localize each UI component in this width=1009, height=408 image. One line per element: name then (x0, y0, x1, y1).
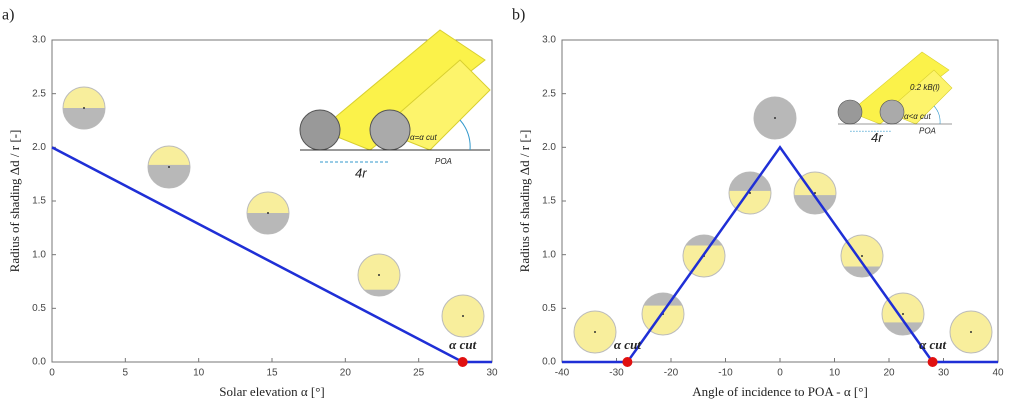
shade (247, 213, 289, 234)
x-axis-label: Angle of incidence to POA - α [°] (692, 384, 868, 399)
x-tick-label: 10 (829, 368, 841, 379)
x-tick-label: 20 (340, 368, 352, 379)
annotation: 4r (355, 165, 367, 180)
center-dot (970, 331, 972, 333)
y-tick-label: 2.0 (542, 142, 556, 153)
x-axis-label: Solar elevation α [°] (219, 384, 325, 399)
x-tick-label: -40 (555, 368, 570, 379)
y-tick-label: 3.0 (542, 35, 556, 46)
x-tick-label: 30 (938, 368, 950, 379)
x-tick-label: -10 (718, 368, 733, 379)
shade (148, 164, 190, 188)
x-tick-label: -20 (664, 368, 679, 379)
x-tick-label: -30 (609, 368, 624, 379)
x-tick-label: 10 (193, 368, 205, 379)
shade (882, 322, 924, 335)
shade (841, 266, 883, 277)
tube-end (837, 99, 863, 125)
data-line (51, 146, 492, 364)
cut-label: α cut (919, 337, 946, 352)
shade (358, 289, 400, 296)
tube-end (369, 109, 411, 151)
x-tick-label: 0 (49, 368, 55, 379)
y-axis-label: Radius of shading Δd / r [-] (517, 130, 532, 273)
panel-label: a) (2, 7, 14, 24)
tube-end (299, 109, 341, 151)
center-dot (378, 274, 380, 276)
center-dot (462, 315, 464, 317)
cut-marker (927, 357, 938, 367)
annotation: 0.2 kB(l) (910, 83, 940, 92)
shade (642, 293, 684, 306)
center-dot (749, 192, 751, 194)
inset: 4r POA α=α cut (299, 29, 491, 180)
x-tick-label: 15 (266, 368, 278, 379)
cut-marker (457, 357, 468, 367)
shade (683, 235, 725, 246)
x-tick-label: 5 (123, 368, 129, 379)
center-dot (774, 117, 776, 119)
y-tick-label: 1.0 (32, 249, 46, 260)
y-tick-label: 0.5 (32, 303, 46, 314)
center-dot (83, 107, 85, 109)
tube (319, 29, 486, 151)
y-tick-label: 2.5 (32, 88, 46, 99)
center-dot (902, 313, 904, 315)
cut-marker (622, 357, 633, 367)
y-tick-label: 2.0 (32, 142, 46, 153)
x-tick-label: 0 (777, 368, 783, 379)
angle-arc (459, 119, 471, 151)
annotation: POA (435, 157, 452, 166)
annotation: POA (919, 126, 936, 135)
angle-arc (933, 105, 941, 125)
annotation: α=α cut (410, 133, 437, 142)
cut-label: α cut (449, 337, 476, 352)
x-tick-label: 25 (413, 368, 425, 379)
y-tick-label: 0.5 (542, 303, 556, 314)
data-line (562, 145, 998, 364)
y-tick-label: 1.5 (542, 196, 556, 207)
tube (849, 51, 950, 125)
y-tick-label: 3.0 (32, 35, 46, 46)
y-axis-label: Radius of shading Δd / r [-] (7, 130, 22, 273)
y-tick-label: 0.0 (542, 357, 556, 368)
center-dot (814, 192, 816, 194)
x-tick-label: 30 (486, 368, 498, 379)
center-dot (594, 331, 596, 333)
inset: 4r POA α<α cut 0.2 kB(l) (837, 51, 953, 145)
cut-label: α cut (614, 337, 641, 352)
y-tick-label: 2.5 (542, 88, 556, 99)
x-tick-label: 20 (883, 368, 895, 379)
panel-label: b) (512, 7, 525, 24)
y-tick-label: 1.0 (542, 249, 556, 260)
y-tick-label: 1.5 (32, 196, 46, 207)
center-dot (168, 166, 170, 168)
center-dot (267, 212, 269, 214)
annotation: α<α cut (904, 112, 931, 121)
tube-end (879, 99, 905, 125)
x-tick-label: 40 (992, 368, 1004, 379)
center-dot (861, 255, 863, 257)
annotation: 4r (871, 130, 883, 145)
shade (63, 108, 105, 129)
y-tick-label: 0.0 (32, 357, 46, 368)
